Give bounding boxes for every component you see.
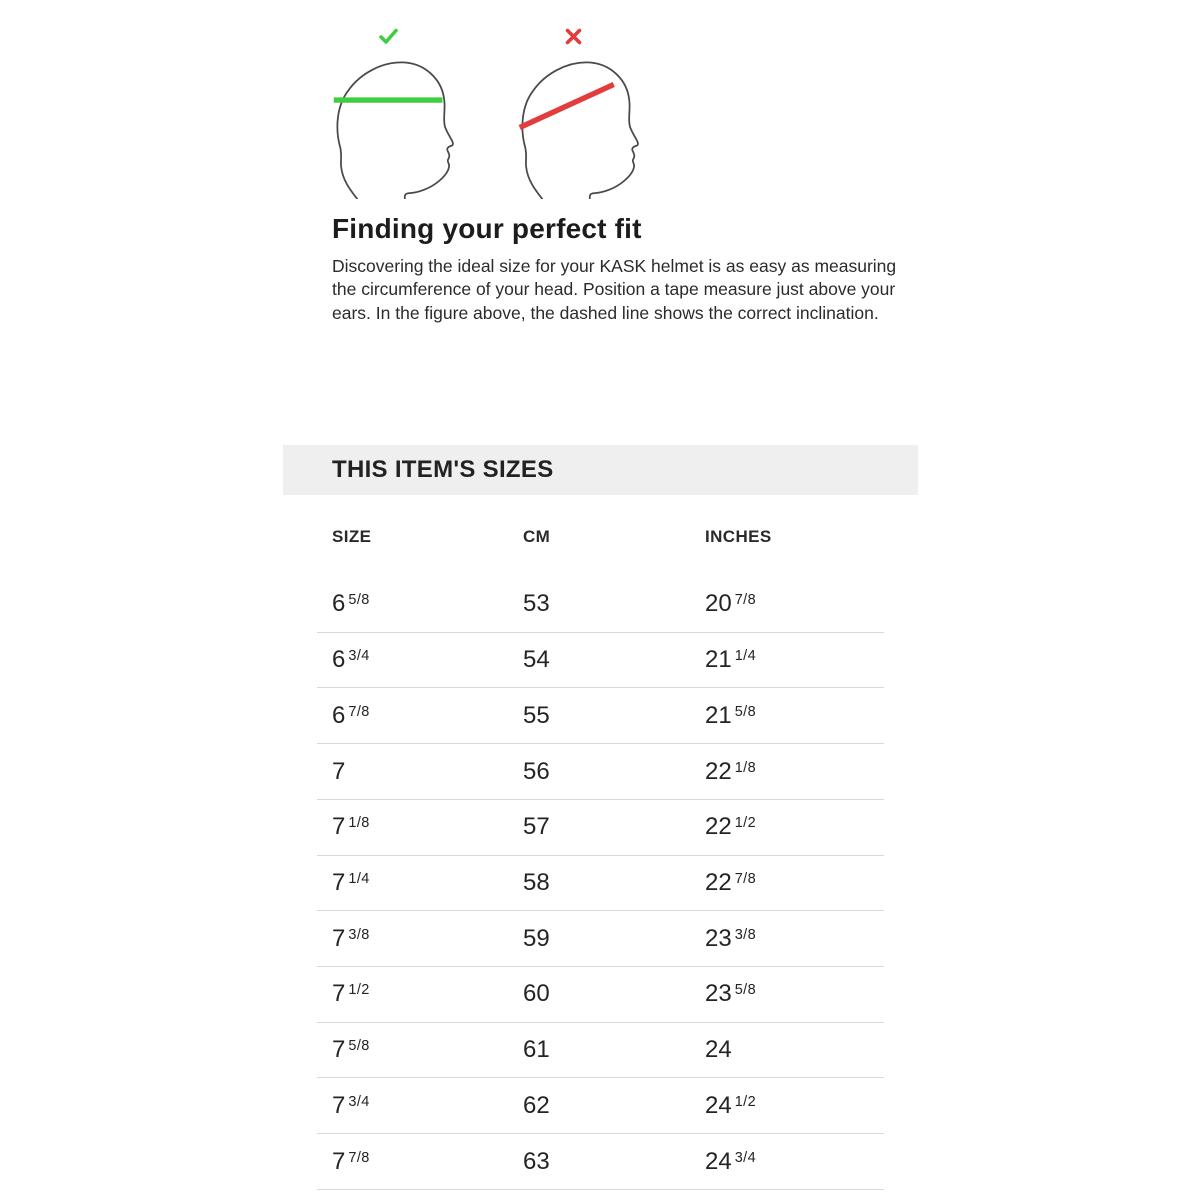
cm-cell: 61 [523, 1036, 550, 1064]
size-table-row: 7 3/8 59 23 3/8 [317, 911, 884, 968]
cm-cell: 56 [523, 757, 550, 785]
size-cell: 7 1/2 [332, 980, 370, 1008]
cm-cell: 54 [523, 646, 550, 674]
head-profile-correct [333, 61, 454, 199]
cm-cell: 63 [523, 1147, 550, 1175]
size-cell: 7 [332, 757, 346, 785]
inches-cell: 23 5/8 [705, 980, 757, 1008]
size-table-row: 6 7/8 55 21 5/8 [317, 688, 884, 745]
sizes-section-header: THIS ITEM'S SIZES [283, 445, 918, 495]
fit-guide-body-text: Discovering the ideal size for your KASK… [332, 256, 897, 323]
size-cell: 6 7/8 [332, 701, 370, 729]
size-table-row: 7 1/2 60 23 5/8 [317, 967, 884, 1023]
cm-cell: 59 [523, 924, 550, 952]
cm-cell: 58 [523, 868, 550, 896]
size-table-row: 7 3/4 62 24 1/2 [317, 1078, 884, 1135]
measure-line-incorrect [518, 81, 615, 130]
size-cell: 7 1/8 [332, 813, 370, 841]
size-cell: 7 3/4 [332, 1091, 370, 1119]
inches-cell: 21 5/8 [705, 701, 757, 729]
column-header-size: SIZE [332, 527, 372, 546]
head-measurement-correct-figure [332, 28, 456, 199]
size-cell: 6 5/8 [332, 590, 370, 618]
inches-cell: 22 1/8 [705, 757, 757, 785]
size-cell: 7 3/8 [332, 924, 370, 952]
size-table-row: 7 56 22 1/8 [317, 744, 884, 800]
cm-cell: 55 [523, 701, 550, 729]
size-table-body: 6 5/8 53 20 7/8 6 3/4 54 21 1/4 6 7/8 55 21 5/… [317, 577, 884, 1190]
inches-cell: 22 1/2 [705, 813, 757, 841]
size-table-row: 7 5/8 61 24 [317, 1023, 884, 1079]
column-header-cm: CM [523, 527, 551, 546]
cm-cell: 57 [523, 813, 550, 841]
cm-cell: 60 [523, 980, 550, 1008]
inches-cell: 20 7/8 [705, 590, 757, 618]
size-cell: 7 5/8 [332, 1036, 370, 1064]
cm-cell: 62 [523, 1091, 550, 1119]
inches-cell: 24 [705, 1036, 732, 1064]
size-table-row: 6 3/4 54 21 1/4 [317, 633, 884, 689]
fit-guide-heading: Finding your perfect fit [332, 213, 642, 244]
inches-cell: 22 7/8 [705, 868, 757, 896]
head-outline [336, 61, 454, 199]
head-profile-incorrect [518, 61, 639, 199]
head-outline [521, 61, 639, 199]
x-icon [565, 28, 581, 45]
inches-cell: 24 3/4 [705, 1147, 757, 1175]
sizes-section-title: THIS ITEM'S SIZES [332, 456, 554, 483]
size-table-row: 7 1/4 58 22 7/8 [317, 856, 884, 912]
cm-cell: 53 [523, 590, 550, 618]
inches-cell: 23 3/8 [705, 924, 757, 952]
inches-cell: 21 1/4 [705, 646, 757, 674]
head-measurement-incorrect-figure [517, 28, 641, 199]
size-table-row: 7 1/8 57 22 1/2 [317, 800, 884, 856]
size-cell: 7 1/4 [332, 868, 370, 896]
inches-cell: 24 1/2 [705, 1091, 757, 1119]
size-table-row: 7 7/8 63 24 3/4 [317, 1134, 884, 1190]
size-table-header-row: SIZE CM INCHES [317, 527, 884, 547]
measurement-figures [332, 28, 641, 199]
size-cell: 6 3/4 [332, 646, 370, 674]
check-icon [378, 28, 398, 44]
size-cell: 7 7/8 [332, 1147, 370, 1175]
size-table-row: 6 5/8 53 20 7/8 [317, 577, 884, 633]
fit-guide-section: Finding your perfect fit Discovering the… [283, 0, 918, 1200]
column-header-inches: INCHES [705, 527, 772, 546]
